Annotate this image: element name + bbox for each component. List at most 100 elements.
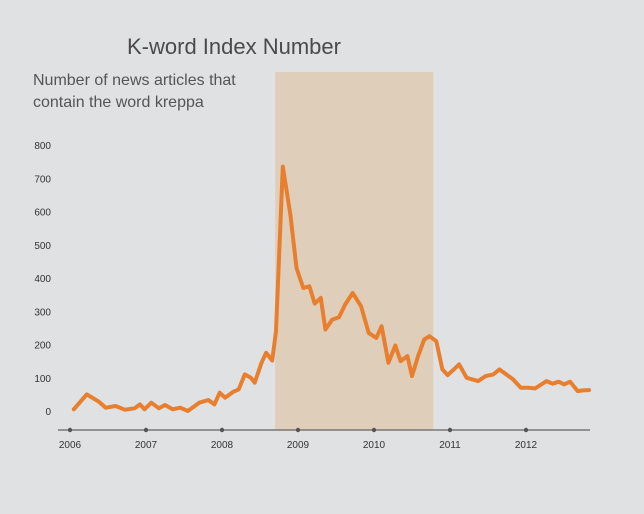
data-point (410, 374, 414, 378)
data-point (568, 380, 572, 384)
data-point (526, 386, 530, 390)
data-point (465, 376, 469, 380)
data-point (142, 407, 147, 411)
data-point (504, 372, 508, 376)
x-tick-label: 2009 (287, 440, 310, 451)
data-point (427, 334, 432, 338)
data-point (243, 372, 247, 376)
series-line (71, 164, 592, 413)
data-point (270, 358, 274, 363)
data-point (85, 392, 89, 396)
y-tick-label: 0 (45, 407, 51, 418)
data-point (452, 367, 456, 371)
data-point (186, 409, 190, 413)
data-point (393, 343, 397, 348)
data-point (440, 367, 444, 371)
x-tick-mark (523, 427, 529, 433)
chart-subtitle-line-2: contain the word kreppa (33, 94, 204, 111)
x-tick-mark (295, 427, 301, 433)
data-point (497, 367, 501, 371)
data-point (163, 403, 167, 407)
data-point (446, 373, 450, 377)
data-point (351, 291, 355, 295)
data-point (434, 339, 438, 343)
data-point (367, 331, 371, 335)
data-point (380, 324, 384, 328)
x-tick-mark (219, 427, 225, 433)
data-point (533, 386, 537, 390)
data-point (249, 376, 253, 380)
data-point (97, 400, 101, 404)
data-point (313, 302, 317, 306)
data-point (294, 266, 299, 270)
data-point (587, 388, 591, 392)
data-point (343, 303, 347, 307)
y-tick-label: 800 (34, 141, 51, 152)
data-point (511, 377, 515, 381)
y-tick-label: 100 (34, 374, 51, 385)
data-point (72, 407, 76, 411)
data-point (491, 372, 495, 376)
data-point (562, 382, 566, 386)
shaded-period (275, 72, 434, 430)
x-tick-label: 2006 (59, 440, 82, 451)
x-tick-label: 2008 (211, 440, 234, 451)
data-point (223, 396, 227, 400)
data-point (330, 318, 334, 322)
x-tick-label: 2007 (135, 440, 158, 451)
data-point (197, 401, 201, 405)
series-points (72, 165, 591, 413)
data-point (138, 402, 142, 406)
data-point (157, 406, 161, 410)
y-tick-label: 600 (34, 208, 51, 219)
data-point (544, 379, 549, 383)
data-point (274, 329, 278, 333)
x-axis-ticks: 2006 2007 2008 2009 2010 2011 2012 (59, 427, 538, 451)
x-tick-mark (67, 427, 73, 433)
data-point (264, 351, 268, 355)
x-tick-mark (447, 427, 453, 433)
data-point (231, 390, 235, 394)
y-tick-label: 700 (34, 174, 51, 185)
data-point (422, 337, 426, 342)
data-point (323, 327, 327, 332)
data-point (484, 374, 488, 378)
data-point (416, 354, 420, 358)
data-point (386, 361, 390, 365)
y-axis-ticks: 800 700 600 500 400 300 200 100 0 (34, 141, 51, 418)
data-point (206, 398, 210, 402)
data-point (149, 401, 153, 405)
data-point (476, 379, 480, 383)
data-point (281, 165, 285, 169)
data-point (557, 380, 561, 384)
data-point (114, 404, 118, 408)
data-point (123, 408, 127, 412)
data-point (301, 286, 305, 290)
data-point (212, 402, 216, 406)
data-point (319, 296, 323, 300)
x-tick-label: 2010 (363, 440, 386, 451)
data-point (237, 387, 241, 391)
data-point (405, 354, 409, 358)
x-tick-mark (143, 427, 149, 433)
x-tick-label: 2012 (515, 440, 538, 451)
data-point (359, 304, 363, 308)
data-point (551, 382, 555, 386)
y-tick-label: 400 (34, 274, 51, 285)
chart-title: K-word Index Number (127, 34, 341, 59)
data-point (399, 359, 403, 363)
x-tick-mark (371, 427, 377, 433)
data-point (288, 213, 292, 217)
data-point (171, 407, 175, 411)
data-point (133, 406, 137, 410)
data-point (259, 361, 264, 365)
data-point (253, 381, 257, 385)
data-point (218, 391, 222, 395)
data-point (178, 406, 182, 410)
data-point (307, 284, 311, 288)
data-point (519, 386, 523, 390)
data-point (457, 362, 461, 366)
x-tick-label: 2011 (439, 440, 461, 451)
y-tick-label: 500 (34, 241, 51, 252)
